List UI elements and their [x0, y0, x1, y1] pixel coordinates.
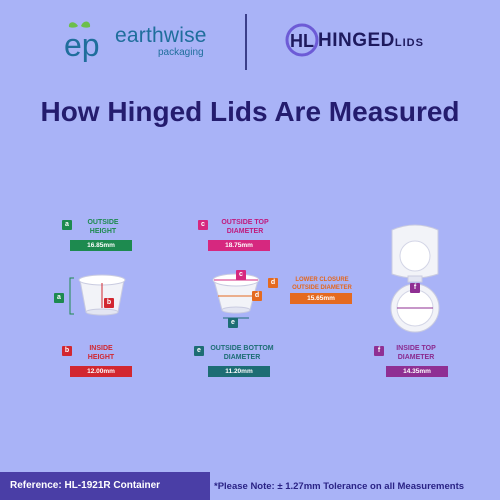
value-outside-height: 16.85mm — [70, 240, 132, 251]
label-outside-height: OUTSIDE HEIGHT — [87, 219, 119, 235]
label-outside-bottom-diameter: OUTSIDE BOTTOM DIAMETER — [210, 345, 274, 361]
badge-d-diagram: d — [252, 291, 262, 301]
badge-f: f — [374, 346, 384, 356]
badge-c-diagram: c — [236, 270, 246, 280]
reference-banner: Reference: HL-1921R Container — [0, 472, 210, 500]
badge-e-diagram: e — [228, 318, 238, 328]
label-inside-height: INSIDE HEIGHT — [87, 345, 115, 361]
tolerance-note: *Please Note: ± 1.27mm Tolerance on all … — [214, 481, 465, 492]
badge-d: d — [268, 278, 278, 288]
badge-b: b — [62, 346, 72, 356]
header-divider — [245, 14, 247, 70]
hinged-lid-top-illustration — [390, 224, 440, 333]
partner-logo-text: HINGEDLIDS — [318, 30, 424, 51]
value-inside-top-diameter: 14.35mm — [386, 366, 448, 377]
value-outside-top-diameter: 18.75mm — [208, 240, 270, 251]
cup-side-illustration — [69, 274, 126, 316]
page-title: How Hinged Lids Are Measured — [40, 96, 460, 127]
badge-f-diagram: f — [410, 283, 420, 293]
hinged-lids-logo-icon: HL — [285, 23, 319, 57]
brand-name: earthwise — [115, 24, 207, 47]
value-inside-height: 12.00mm — [70, 366, 132, 377]
label-inside-top-diameter: INSIDE TOP DIAMETER — [396, 345, 436, 361]
label-outside-top-diameter: OUTSIDE TOP DIAMETER — [221, 219, 269, 235]
label-lower-closure-outside-diameter: LOWER CLOSURE OUTSIDE DIAMETER — [292, 277, 352, 291]
earthwise-logo-icon: ep — [64, 21, 100, 62]
svg-text:HL: HL — [290, 31, 314, 51]
badge-a-diagram: a — [54, 293, 64, 303]
cup-diameter-illustration — [212, 273, 260, 319]
badge-b-diagram: b — [104, 298, 114, 308]
value-lower-closure-outside-diameter: 15.65mm — [290, 293, 352, 304]
svg-text:ep: ep — [64, 27, 100, 62]
badge-a: a — [62, 220, 72, 230]
value-outside-bottom-diameter: 11.20mm — [208, 366, 270, 377]
badge-e: e — [194, 346, 204, 356]
brand-subtitle: packaging — [158, 47, 204, 58]
badge-c: c — [198, 220, 208, 230]
